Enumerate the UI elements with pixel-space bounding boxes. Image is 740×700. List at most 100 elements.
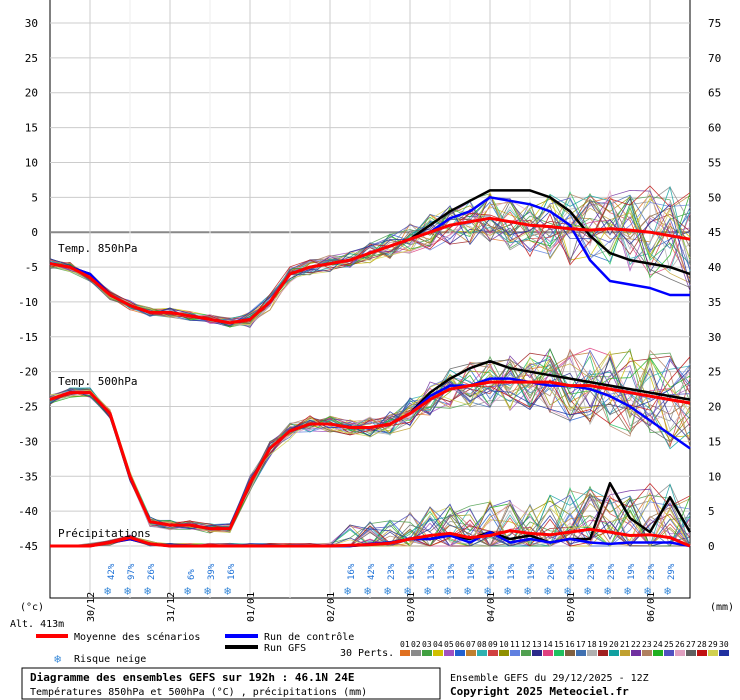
y-left-tick-label: 15: [25, 122, 38, 135]
perturbation-line: [49, 367, 691, 532]
member-color-swatch: [587, 650, 597, 656]
snowflake-icon: ❄: [584, 584, 591, 598]
y-left-tick-label: -40: [18, 505, 38, 518]
snowflake-icon: ❄: [504, 584, 511, 598]
y-right-tick-label: 55: [708, 156, 721, 169]
snowflake-icon: ❄: [524, 584, 531, 598]
snow-risk-pct: 23%: [587, 563, 597, 580]
member-color-swatch: [510, 650, 520, 656]
snowflake-icon: ❄: [184, 584, 191, 598]
snow-risk-pct: 39%: [207, 563, 217, 580]
member-color-swatch: [400, 650, 410, 656]
panel-label-t850: Temp. 850hPa: [58, 242, 137, 255]
x-tick-label: 01/01: [246, 592, 257, 622]
member-color-swatch: [455, 650, 465, 656]
y-left-tick-label: -5: [25, 261, 38, 274]
member-number: 30: [719, 640, 729, 649]
perturbation-line: [49, 356, 691, 530]
member-number: 06: [455, 640, 465, 649]
member-color-swatch: [642, 650, 652, 656]
snowflake-icon: ❄: [344, 584, 351, 598]
y-left-tick-label: 10: [25, 156, 38, 169]
snowflake-icon: ❄: [424, 584, 431, 598]
y-right-tick-label: 25: [708, 366, 721, 379]
snow-risk-pct: 29%: [667, 563, 677, 580]
member-color-swatch: [686, 650, 696, 656]
snow-risk-pct: 13%: [427, 563, 437, 580]
copyright: Copyright 2025 Meteociel.fr: [450, 685, 629, 698]
member-number: 26: [675, 640, 685, 649]
y-right-tick-label: 10: [708, 470, 721, 483]
chart-subtitle: Températures 850hPa et 500hPa (°C) , pré…: [30, 686, 367, 698]
y-right-tick-label: 50: [708, 191, 721, 204]
y-left-unit: (°c): [20, 602, 44, 613]
snow-risk-pct: 26%: [547, 563, 557, 580]
y-right-tick-label: 60: [708, 122, 721, 135]
snowflake-icon: ❄: [384, 584, 391, 598]
snowflake-icon: ❄: [404, 584, 411, 598]
y-right-tick-label: 75: [708, 17, 721, 30]
member-number: 19: [598, 640, 608, 649]
member-color-swatch: [598, 650, 608, 656]
snowflake-icon: ❄: [54, 652, 61, 666]
snowflake-icon: ❄: [124, 584, 131, 598]
snowflake-icon: ❄: [484, 584, 491, 598]
snow-risk-pct: 16%: [407, 563, 417, 580]
y-left-tick-label: 0: [31, 226, 38, 239]
series-t500-mean: [49, 380, 691, 531]
snow-risk-pct: 26%: [147, 563, 157, 580]
snow-risk-pct: 19%: [527, 563, 537, 580]
y-left-tick-label: 30: [25, 17, 38, 30]
member-color-swatch: [631, 650, 641, 656]
member-number: 14: [543, 640, 553, 649]
snow-risk-pct: 42%: [367, 563, 377, 580]
member-number: 09: [488, 640, 498, 649]
snow-risk-pct: 13%: [507, 563, 517, 580]
y-left-tick-label: 20: [25, 87, 38, 100]
altitude-label: Alt. 413m: [10, 619, 64, 630]
x-tick-label: 31/12: [166, 592, 177, 622]
member-number: 23: [642, 640, 652, 649]
member-number: 21: [620, 640, 630, 649]
member-color-swatch: [565, 650, 575, 656]
member-number: 01: [400, 640, 410, 649]
y-right-tick-label: 20: [708, 401, 721, 414]
snowflake-icon: ❄: [644, 584, 651, 598]
snow-risk-pct: 16%: [487, 563, 497, 580]
member-number: 05: [444, 640, 454, 649]
snowflake-icon: ❄: [664, 584, 671, 598]
member-color-swatch: [499, 650, 509, 656]
y-right-unit: (mm): [710, 602, 734, 613]
member-color-swatch: [620, 650, 630, 656]
y-right-tick-label: 30: [708, 331, 721, 344]
y-axis-left-ticks: 30 25 20 15 10 5 0 -5 -10 -15 -20 -25 -30 -35 -40 -45: [18, 17, 38, 553]
x-tick-label: 06/01: [646, 592, 657, 622]
member-number: 13: [532, 640, 542, 649]
member-color-swatch: [433, 650, 443, 656]
snowflake-icon: ❄: [444, 584, 451, 598]
member-number: 11: [510, 640, 520, 649]
x-axis-ticks: 30/12 31/12 01/01 02/01 03/01 04/01 05/01 06/01: [86, 592, 657, 622]
y-left-tick-label: -25: [18, 401, 38, 414]
y-left-tick-label: -45: [18, 540, 38, 553]
perturbation-line: [49, 350, 691, 534]
member-number: 28: [697, 640, 707, 649]
panel-label-precip: Précipitations: [58, 527, 151, 540]
y-right-tick-label: 65: [708, 87, 721, 100]
snow-risk-pct: 16%: [347, 563, 357, 580]
member-color-swatch: [609, 650, 619, 656]
member-color-swatch: [521, 650, 531, 656]
y-left-tick-label: -10: [18, 296, 38, 309]
member-number: 15: [554, 640, 564, 649]
member-color-swatch: [532, 650, 542, 656]
member-number: 03: [422, 640, 432, 649]
snow-risk-row: 42% ❄ 97% ❄ 26% ❄ 6% ❄ 39% ❄ 16% ❄ 16% ❄ 42% ❄ 23% ❄ 16% ❄ 1…: [104, 563, 677, 598]
x-tick-label: 05/01: [566, 592, 577, 622]
snowflake-icon: ❄: [604, 584, 611, 598]
x-tick-label: 30/12: [86, 592, 97, 622]
run-info: Ensemble GEFS du 29/12/2025 - 12Z: [450, 673, 649, 684]
member-number: 10: [499, 640, 509, 649]
snow-risk-pct: 16%: [227, 563, 237, 580]
legend-control-label: Run de contrôle: [264, 631, 354, 643]
